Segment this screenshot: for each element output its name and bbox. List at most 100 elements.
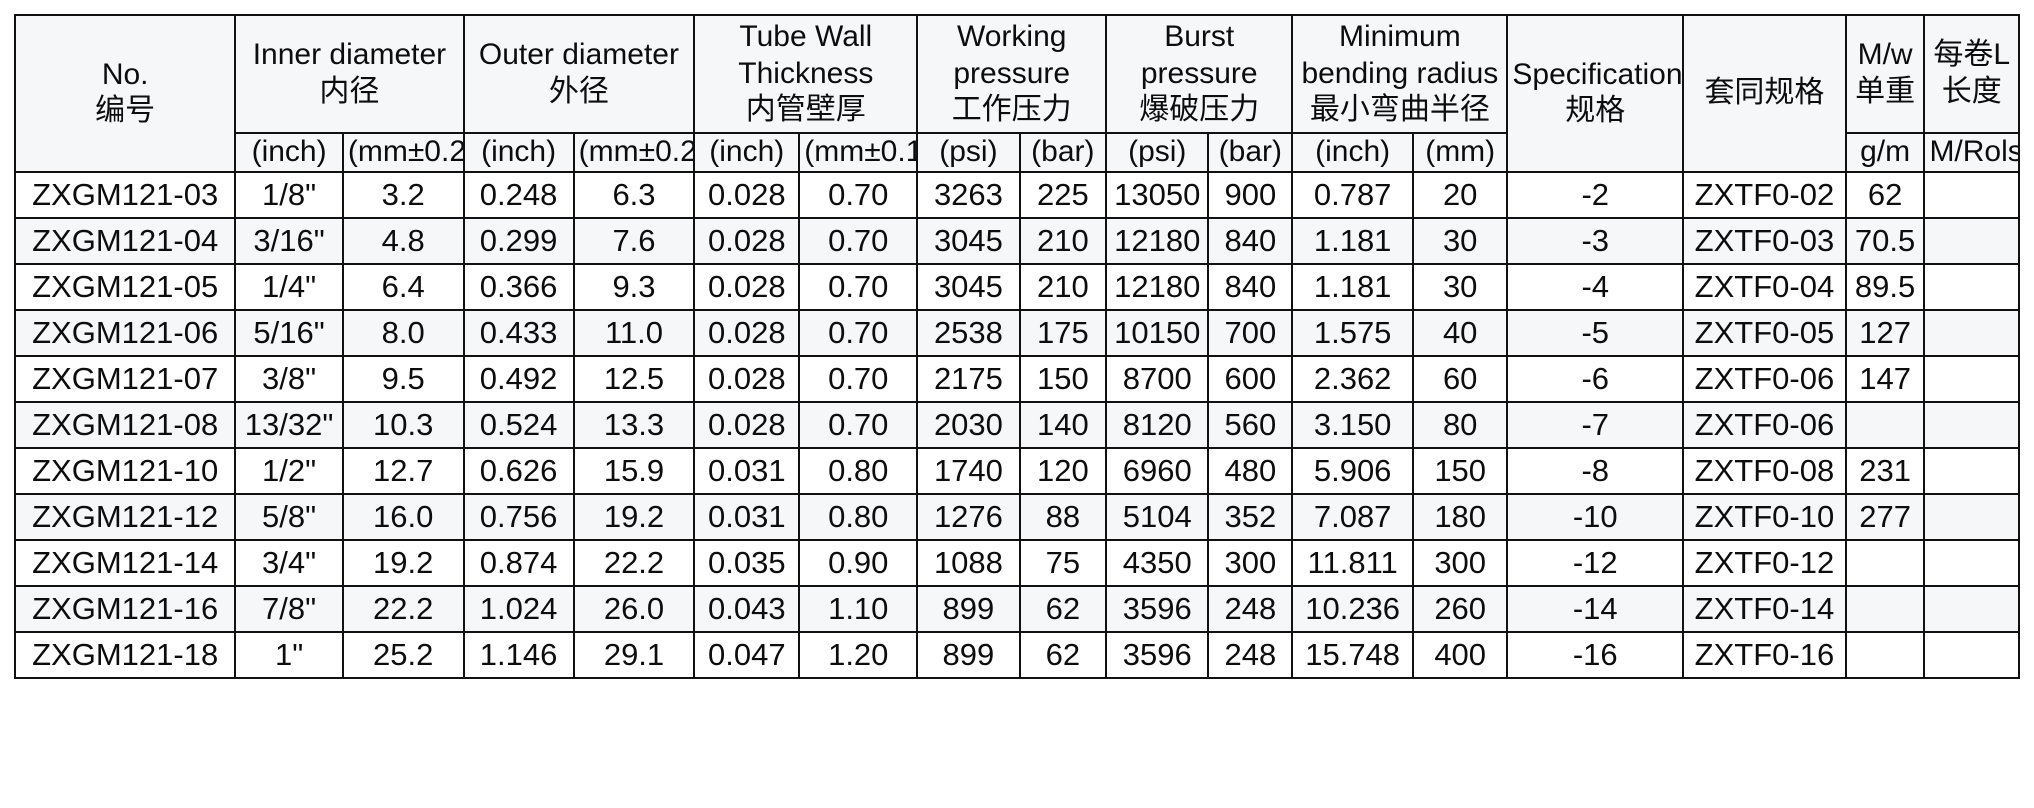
header-unit-inner_mm: (mm±0.2) [341, 132, 465, 173]
cell-wall_mm: 0.80 [798, 492, 919, 541]
cell-wall_mm: 0.70 [798, 216, 919, 265]
cell-spec: -8 [1506, 446, 1685, 495]
cell-mw: 89.5 [1844, 262, 1926, 311]
cell-wall_mm: 0.70 [798, 170, 919, 219]
cell-no: ZXGM121-14 [13, 538, 237, 587]
cell-inner_inch: 3/4" [234, 538, 344, 587]
header-minimum-bending-radius-en1: Minimum [1339, 20, 1461, 54]
header-roll-length-zh1: 每卷L [1933, 38, 2011, 72]
cell-wall_inch: 0.035 [693, 538, 801, 587]
cell-spec: -14 [1506, 584, 1685, 633]
cell-burst_psi: 4350 [1105, 538, 1210, 587]
cell-bend_mm: 260 [1411, 584, 1509, 633]
cell-bend_inch: 1.575 [1291, 308, 1414, 357]
table-row: ZXGM121-18 1" 25.2 1.146 29.1 0.047 1.20 899 62 3… [13, 630, 2020, 679]
cell-mw: 70.5 [1844, 216, 1926, 265]
cell-work_psi: 2538 [916, 308, 1021, 357]
cell-work_bar: 210 [1018, 216, 1108, 265]
cell-work_psi: 1740 [916, 446, 1021, 495]
cell-burst_bar: 600 [1207, 354, 1294, 403]
table-row: ZXGM121-03 1/8" 3.2 0.248 6.3 0.028 0.70 3263 22… [13, 170, 2020, 219]
cell-no: ZXGM121-05 [13, 262, 237, 311]
cell-inner_mm: 19.2 [341, 538, 465, 587]
cell-bend_inch: 5.906 [1291, 446, 1414, 495]
cell-burst_bar: 300 [1207, 538, 1294, 587]
header-burst-pressure-en1: Burst [1164, 20, 1235, 54]
header-unit-bend_mm: (mm) [1411, 132, 1509, 173]
cell-no: ZXGM121-12 [13, 492, 237, 541]
cell-burst_bar: 480 [1207, 446, 1294, 495]
cell-bend_inch: 3.150 [1291, 400, 1414, 449]
cell-mw: 147 [1844, 354, 1926, 403]
cell-bend_inch: 15.748 [1291, 630, 1414, 679]
cell-wall_mm: 0.70 [798, 354, 919, 403]
header-burst-pressure-en2: pressure [1140, 56, 1258, 90]
header-specification: Specification 规格 [1506, 14, 1685, 173]
cell-no: ZXGM121-18 [13, 630, 237, 679]
header-outer-diameter-zh: 外径 [548, 75, 609, 108]
cell-bend_mm: 150 [1411, 446, 1509, 495]
header-group-row: No. 编号 Inner diameter 内径 Outer diameter … [13, 14, 2020, 173]
header-working-pressure-zh: 工作压力 [951, 93, 1072, 127]
cell-inner_mm: 4.8 [341, 216, 465, 265]
cell-sleeve: ZXTF0-03 [1682, 216, 1847, 265]
cell-work_bar: 225 [1018, 170, 1108, 219]
cell-outer_mm: 19.2 [572, 492, 696, 541]
cell-burst_bar: 248 [1207, 584, 1294, 633]
cell-inner_inch: 3/8" [234, 354, 344, 403]
cell-work_psi: 1088 [916, 538, 1021, 587]
cell-inner_mm: 6.4 [341, 262, 465, 311]
cell-burst_bar: 560 [1207, 400, 1294, 449]
cell-bend_mm: 400 [1411, 630, 1509, 679]
cell-spec: -4 [1506, 262, 1685, 311]
cell-burst_psi: 3596 [1105, 630, 1210, 679]
header-unit-length: M/Rols [1923, 132, 2020, 173]
cell-work_bar: 62 [1018, 584, 1108, 633]
cell-outer_mm: 9.3 [572, 262, 696, 311]
cell-spec: -7 [1506, 400, 1685, 449]
cell-outer_inch: 0.756 [462, 492, 575, 541]
cell-work_psi: 2030 [916, 400, 1021, 449]
cell-length [1923, 308, 2020, 357]
cell-length [1923, 216, 2020, 265]
cell-bend_mm: 40 [1411, 308, 1509, 357]
cell-inner_inch: 5/16" [234, 308, 344, 357]
hose-specification-table: No. 编号 Inner diameter 内径 Outer diameter … [13, 14, 2020, 679]
header-tube-wall-thickness-en2: Thickness [738, 56, 874, 90]
cell-burst_psi: 12180 [1105, 216, 1210, 265]
header-burst-pressure: Burst pressure 爆破压力 [1105, 14, 1294, 134]
cell-inner_mm: 25.2 [341, 630, 465, 679]
cell-bend_inch: 11.811 [1291, 538, 1414, 587]
cell-bend_inch: 1.181 [1291, 216, 1414, 265]
cell-outer_inch: 0.874 [462, 538, 575, 587]
cell-work_psi: 2175 [916, 354, 1021, 403]
cell-work_bar: 75 [1018, 538, 1108, 587]
cell-sleeve: ZXTF0-10 [1682, 492, 1847, 541]
cell-outer_mm: 22.2 [572, 538, 696, 587]
cell-burst_bar: 248 [1207, 630, 1294, 679]
cell-sleeve: ZXTF0-04 [1682, 262, 1847, 311]
header-unit-burst_bar: (bar) [1207, 132, 1294, 173]
header-minimum-bending-radius-zh: 最小弯曲半径 [1309, 93, 1490, 127]
cell-burst_bar: 352 [1207, 492, 1294, 541]
header-working-pressure-en1: Working [956, 20, 1067, 54]
cell-mw: 277 [1844, 492, 1926, 541]
cell-work_bar: 150 [1018, 354, 1108, 403]
header-inner-diameter-zh: 内径 [319, 75, 380, 108]
cell-mw [1844, 538, 1926, 587]
cell-work_psi: 899 [916, 584, 1021, 633]
cell-spec: -2 [1506, 170, 1685, 219]
cell-spec: -6 [1506, 354, 1685, 403]
cell-length [1923, 630, 2020, 679]
cell-bend_mm: 60 [1411, 354, 1509, 403]
header-inner-diameter-en: Inner diameter [252, 38, 447, 72]
cell-outer_inch: 0.366 [462, 262, 575, 311]
header-tube-wall-thickness: Tube Wall Thickness 内管壁厚 [693, 14, 919, 134]
cell-spec: -5 [1506, 308, 1685, 357]
cell-wall_mm: 0.70 [798, 262, 919, 311]
cell-inner_mm: 8.0 [341, 308, 465, 357]
cell-wall_mm: 1.10 [798, 584, 919, 633]
header-minimum-bending-radius-en2: bending radius [1301, 56, 1499, 90]
table-row: ZXGM121-12 5/8" 16.0 0.756 19.2 0.031 0.80 1276… [13, 492, 2020, 541]
cell-wall_inch: 0.047 [693, 630, 801, 679]
